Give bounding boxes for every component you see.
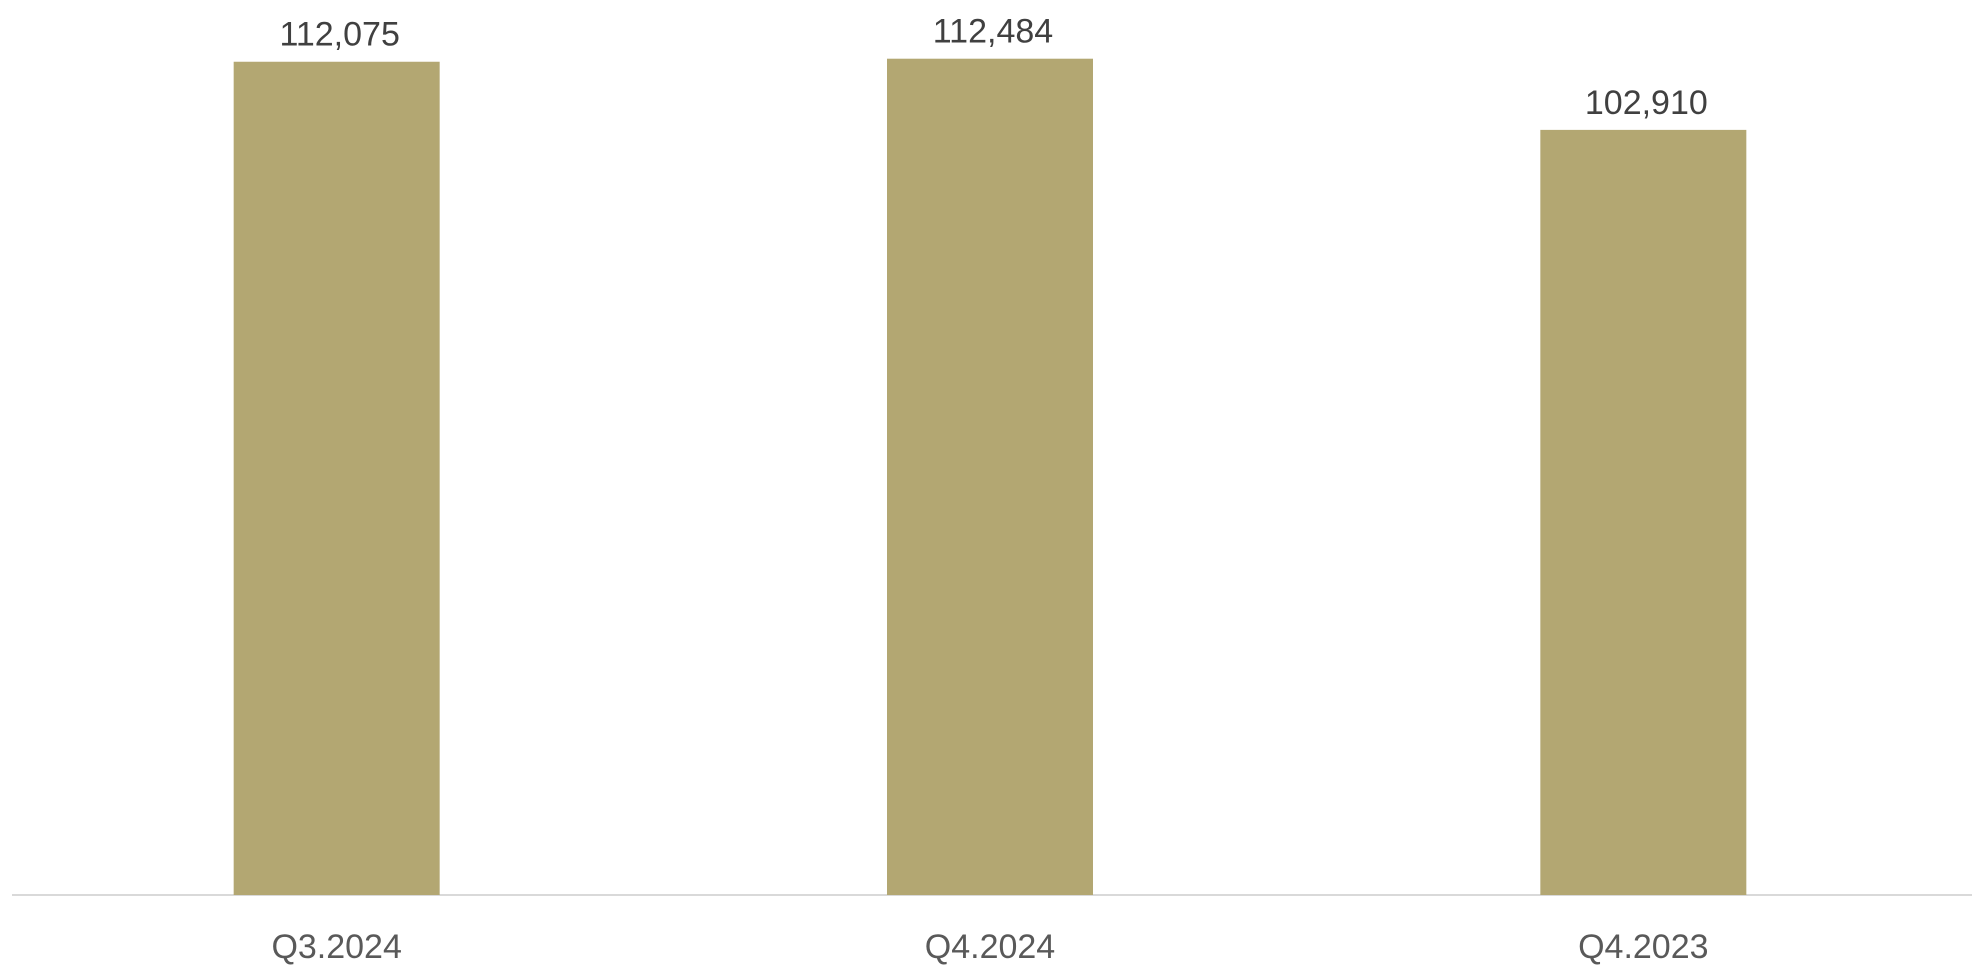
tick-labels-layer: Q3.2024 Q4.2024 Q4.2023 xyxy=(271,928,1708,966)
value-label: 112,075 xyxy=(279,16,399,54)
x-tick-label: Q3.2024 xyxy=(271,928,401,966)
x-tick-label: Q4.2024 xyxy=(925,928,1055,966)
bars-layer xyxy=(233,58,1747,895)
value-label: 102,910 xyxy=(1585,84,1708,122)
bar-q4-2023 xyxy=(1540,129,1747,895)
bar-q3-2024 xyxy=(233,61,440,895)
value-labels-layer: 112,075 112,484 102,910 xyxy=(279,13,1707,122)
value-label: 112,484 xyxy=(933,13,1053,51)
bar-q4-2024 xyxy=(887,58,1093,895)
x-tick-label: Q4.2023 xyxy=(1578,928,1708,966)
